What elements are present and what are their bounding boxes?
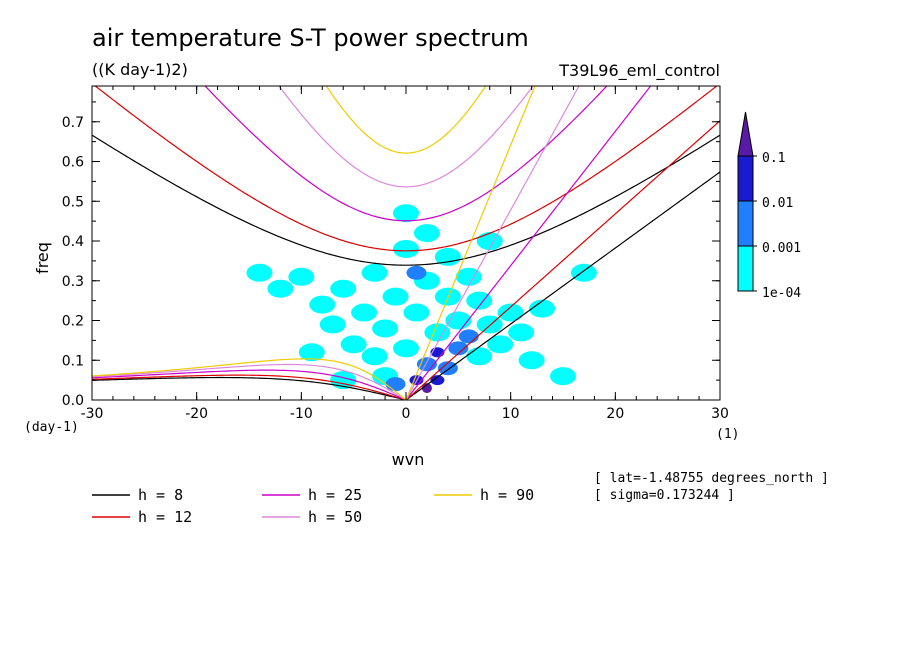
spectral-blob xyxy=(518,351,545,370)
chart-title: air temperature S-T power spectrum xyxy=(92,24,529,52)
spectral-blob xyxy=(550,367,576,386)
gravity-curve xyxy=(204,86,608,222)
x-tick-label: -20 xyxy=(185,406,208,422)
rossby-curve xyxy=(92,369,407,400)
kelvin-curve xyxy=(405,86,652,400)
spectral-blob xyxy=(487,335,514,354)
spectral-blob xyxy=(246,263,273,282)
spectral-blob xyxy=(529,299,556,318)
gravity-curve xyxy=(94,86,718,252)
legend-label: h = 25 xyxy=(308,486,362,504)
spectral-blob xyxy=(458,329,479,344)
spectral-blob xyxy=(361,263,388,282)
y-tick-label: 0.3 xyxy=(62,274,84,290)
kelvin-curve xyxy=(405,86,536,400)
x-axis-label: wvn xyxy=(392,450,425,469)
y-tick-label: 0.6 xyxy=(62,155,84,171)
y-tick-label: 0.0 xyxy=(62,393,84,409)
spectral-blob xyxy=(437,361,458,376)
y-tick-label: 0.5 xyxy=(62,194,84,210)
dispersion-curves xyxy=(92,86,720,400)
spectral-blob xyxy=(351,303,378,322)
x-tick-label: -30 xyxy=(81,406,104,422)
x-unit-label: (1) xyxy=(716,427,739,442)
spectral-blob xyxy=(340,335,367,354)
colorbar-extend-arrow xyxy=(737,111,754,157)
kelvin-curve xyxy=(405,120,720,400)
legend-label: h = 8 xyxy=(138,486,183,504)
kelvin-curve xyxy=(405,171,720,400)
spectral-blob xyxy=(421,383,432,394)
legend-label: h = 50 xyxy=(308,508,362,526)
gravity-curve xyxy=(325,86,487,154)
sigma-annotation: [ sigma=0.173244 ] xyxy=(594,488,735,503)
y-axis: 0.0 0.1 0.2 0.3 0.4 0.5 0.6 0.7 xyxy=(62,101,720,409)
rossby-curve xyxy=(92,374,407,400)
spectral-blob xyxy=(497,303,524,322)
x-tick-label: -10 xyxy=(290,406,313,422)
y-tick-label: 0.1 xyxy=(62,353,84,369)
colorbar-label: 0.1 xyxy=(762,151,785,166)
y-axis-label: freq xyxy=(33,242,52,274)
colorbar-segment xyxy=(737,155,754,202)
x-tick-label: 10 xyxy=(502,406,520,422)
x-tick-label: 0 xyxy=(402,406,411,422)
chart-units: ((K day-1)2) xyxy=(92,60,188,79)
y-tick-label: 0.7 xyxy=(62,115,84,131)
spectral-blob xyxy=(361,347,388,366)
rossby-curve xyxy=(92,376,407,400)
spectral-blob xyxy=(393,204,419,223)
spectral-blob xyxy=(455,267,482,286)
colorbar-segment xyxy=(737,245,754,292)
spectral-blob xyxy=(393,239,419,258)
spectral-blob xyxy=(466,347,493,366)
spectral-blob xyxy=(298,343,325,362)
x-tick-label: 20 xyxy=(606,406,624,422)
spectral-blob xyxy=(319,315,346,334)
y-unit-label: (day-1) xyxy=(24,420,79,435)
colorbar-label: 1e-04 xyxy=(762,286,801,301)
spectral-blob xyxy=(309,295,336,314)
rossby-curve xyxy=(92,358,407,400)
spectral-blob xyxy=(406,265,427,280)
spectral-power-contours xyxy=(246,204,597,394)
spectral-blob xyxy=(508,323,535,342)
legend-label: h = 90 xyxy=(480,486,534,504)
x-tick-label: 30 xyxy=(711,406,729,422)
colorbar-label: 0.001 xyxy=(762,241,801,256)
colorbar-segment xyxy=(737,200,754,247)
spectral-blob xyxy=(430,375,445,386)
spectral-blob xyxy=(288,267,315,286)
spectral-blob xyxy=(403,303,430,322)
spectral-blob xyxy=(267,279,294,298)
spectral-blob xyxy=(570,263,597,282)
lat-annotation: [ lat=-1.48755 degrees_north ] xyxy=(594,471,829,486)
spectral-blob xyxy=(330,279,357,298)
y-tick-label: 0.2 xyxy=(62,314,84,330)
x-axis: -30 -20 -10 0 10 20 30 xyxy=(81,86,729,422)
rossby-curve xyxy=(92,363,407,400)
spectral-blob xyxy=(372,319,399,338)
gravity-curve xyxy=(92,134,720,266)
gravity-curve xyxy=(278,86,534,188)
spectral-blob xyxy=(413,224,440,243)
kelvin-curve xyxy=(405,86,580,400)
legend: h = 8 h = 12 h = 25 h = 50 h = 90 xyxy=(92,486,534,526)
legend-label: h = 12 xyxy=(138,508,192,526)
y-tick-label: 0.4 xyxy=(62,234,84,250)
spectral-blob xyxy=(424,323,451,342)
spectral-blob xyxy=(382,287,409,306)
spectral-blob xyxy=(448,341,469,356)
colorbar-label: 0.01 xyxy=(762,196,793,211)
spectral-blob xyxy=(434,247,461,266)
spectral-blob xyxy=(393,339,419,358)
spectral-blob xyxy=(466,291,493,310)
run-label: T39L96_eml_control xyxy=(558,61,720,81)
colorbar: 0.1 0.01 0.001 1e-04 xyxy=(737,111,801,301)
